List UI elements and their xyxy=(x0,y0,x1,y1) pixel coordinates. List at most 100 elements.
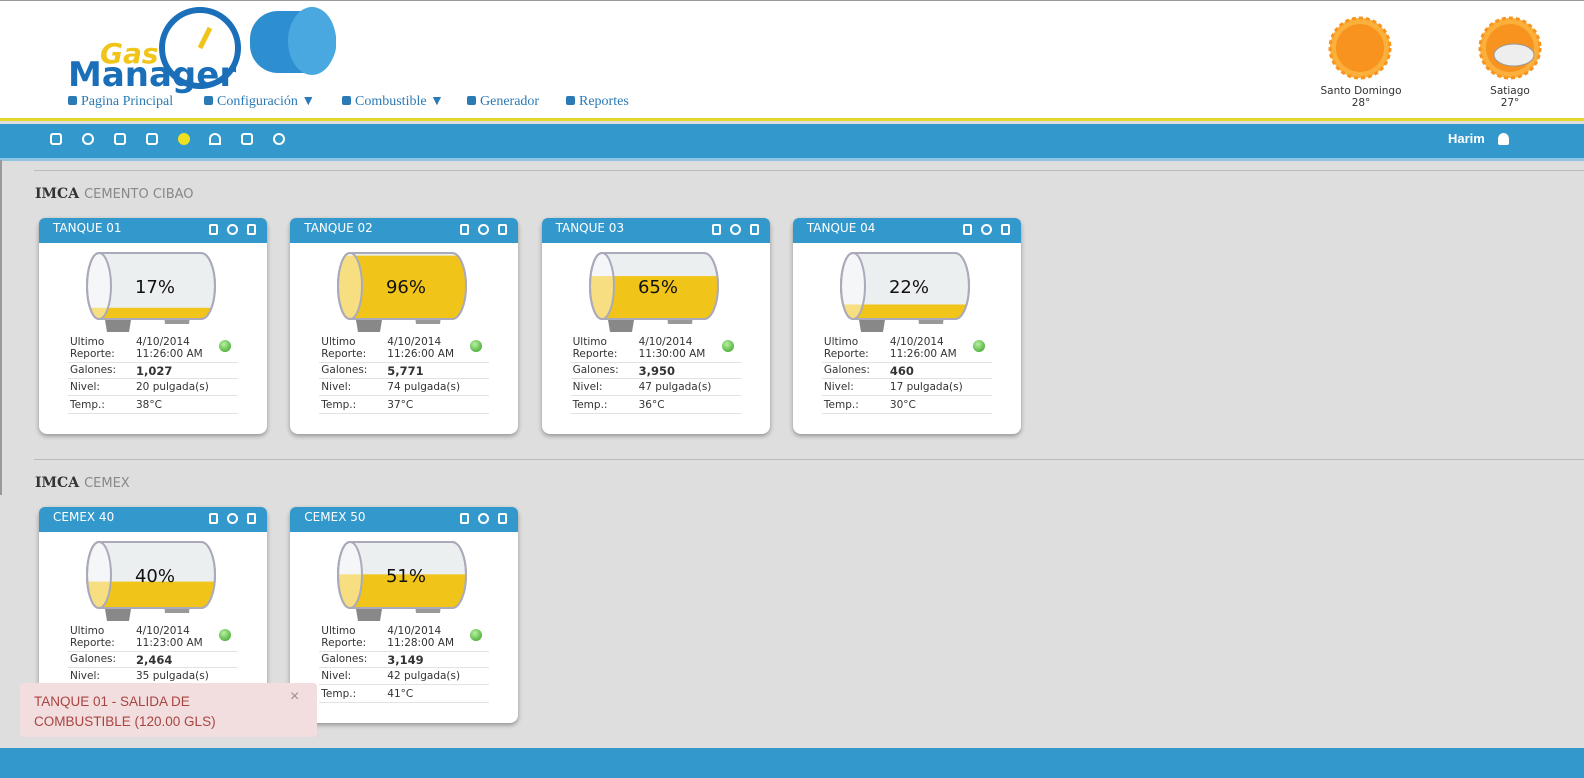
info-value: 460 xyxy=(889,364,914,378)
info-label: Nivel: xyxy=(823,381,854,393)
tank-graphic: 51% xyxy=(337,541,468,621)
toolbar-icon[interactable] xyxy=(50,133,62,145)
toolbar-icon[interactable] xyxy=(209,133,221,145)
toolbar-icon[interactable] xyxy=(178,133,190,145)
info-label: Reporte: xyxy=(70,348,115,360)
info-label: Nivel: xyxy=(70,381,100,393)
tank-card: TANQUE 04 22% Ultimo 4/10/2014 Reporte: 11:26… xyxy=(792,218,1021,434)
tank-name: CEMEX 40 xyxy=(53,510,115,524)
tank-outline xyxy=(86,541,216,609)
info-label: Ultimo xyxy=(321,625,356,637)
card-action[interactable] xyxy=(1000,224,1010,235)
status-dot xyxy=(721,340,734,352)
row-line xyxy=(821,362,992,363)
logo-needle xyxy=(197,26,213,50)
group-title: IMCA CEMEX xyxy=(35,475,130,491)
fuel-percent: 51% xyxy=(386,566,426,587)
info-value: 4/10/2014 xyxy=(387,336,442,348)
nav-link[interactable]: Pagina Principal xyxy=(68,94,173,110)
row-line xyxy=(821,413,992,414)
status-dot xyxy=(219,340,231,352)
status-dot xyxy=(219,629,231,641)
logo-text: Manager xyxy=(68,55,236,95)
info-label: Ultimo xyxy=(321,336,356,348)
card-action[interactable] xyxy=(498,513,508,524)
info-value: 74 pulgada(s) xyxy=(387,381,461,393)
info-label: Nivel: xyxy=(321,670,352,682)
row-line xyxy=(319,702,490,703)
tank-graphic: 65% xyxy=(588,252,719,332)
info-value: 11:26:00 AM xyxy=(387,348,455,360)
fuel-percent: 22% xyxy=(889,277,929,298)
card-action[interactable] xyxy=(980,224,992,235)
info-value: 4/10/2014 xyxy=(136,336,190,348)
nav-link[interactable]: Reportes xyxy=(566,94,629,110)
info-label: Nivel: xyxy=(70,670,100,682)
toolbar-icon[interactable] xyxy=(82,133,94,145)
card-action[interactable] xyxy=(247,513,256,524)
info-value: 38°C xyxy=(136,399,162,411)
info-label: Temp.: xyxy=(823,399,859,411)
user-icon[interactable] xyxy=(1498,133,1509,145)
fuel-percent: 65% xyxy=(638,277,678,298)
card-action[interactable] xyxy=(247,224,256,235)
row-line xyxy=(68,362,238,363)
card-action[interactable] xyxy=(962,224,972,235)
nav-link[interactable]: Generador xyxy=(467,94,539,110)
info-label: Temp.: xyxy=(572,399,608,411)
row-line xyxy=(68,651,238,652)
user-name[interactable]: Harim xyxy=(1448,131,1485,146)
toolbar-icon[interactable] xyxy=(146,133,158,145)
weather-temp: 27° xyxy=(1500,97,1520,109)
info-value: 37°C xyxy=(387,399,414,411)
card-action[interactable] xyxy=(498,224,508,235)
logo: Gas Manager xyxy=(68,7,336,95)
row-line xyxy=(68,667,238,668)
info-label: Reporte: xyxy=(572,348,618,360)
toolbar-icon[interactable] xyxy=(273,133,285,145)
info-label: Ultimo xyxy=(823,336,859,348)
info-value: 4/10/2014 xyxy=(387,625,442,637)
weather-city: Satiago xyxy=(1490,85,1530,97)
row-line xyxy=(821,395,992,396)
card-action[interactable] xyxy=(460,513,470,524)
info-value: 3,950 xyxy=(638,364,675,378)
card-action[interactable] xyxy=(711,224,721,235)
card-action[interactable] xyxy=(209,513,218,524)
info-label: Temp.: xyxy=(70,399,105,411)
card-action[interactable] xyxy=(749,224,759,235)
info-value: 2,464 xyxy=(136,653,173,667)
alert-close[interactable]: × xyxy=(290,688,300,705)
tank-outline xyxy=(86,252,216,320)
tank-outline xyxy=(588,252,719,320)
info-label: Nivel: xyxy=(321,381,352,393)
card-action[interactable] xyxy=(478,224,490,235)
row-line xyxy=(570,395,741,396)
card-action[interactable] xyxy=(209,224,218,235)
card-action[interactable] xyxy=(460,224,470,235)
card-action[interactable] xyxy=(227,513,238,524)
info-value: 1,027 xyxy=(136,364,173,378)
status-dot xyxy=(470,629,483,641)
nav-link[interactable]: Configuración ▼ xyxy=(204,94,315,110)
alert: TANQUE 01 - SALIDA DE COMBUSTIBLE (120.0… xyxy=(20,683,317,737)
card-action[interactable] xyxy=(729,224,741,235)
fuel-percent: 96% xyxy=(386,277,426,298)
fuel-level xyxy=(338,574,467,608)
fuel-percent: 17% xyxy=(135,277,175,298)
info-value: 5,771 xyxy=(387,364,424,378)
nav-link[interactable]: Combustible ▼ xyxy=(342,94,444,110)
info-label: Galones: xyxy=(572,364,619,376)
group-title: IMCA CEMENTO CIBAO xyxy=(35,186,194,202)
card-action[interactable] xyxy=(478,513,490,524)
row-line xyxy=(319,413,490,414)
tank-graphic: 17% xyxy=(86,252,216,332)
info-label: Reporte: xyxy=(70,637,115,649)
toolbar-icon[interactable] xyxy=(241,133,253,145)
info-value: 4/10/2014 xyxy=(889,336,944,348)
toolbar-icon[interactable] xyxy=(114,133,126,145)
row-line xyxy=(319,667,490,668)
row-line xyxy=(319,651,490,652)
card-action[interactable] xyxy=(227,224,238,235)
info-value: 11:26:00 AM xyxy=(889,348,957,360)
